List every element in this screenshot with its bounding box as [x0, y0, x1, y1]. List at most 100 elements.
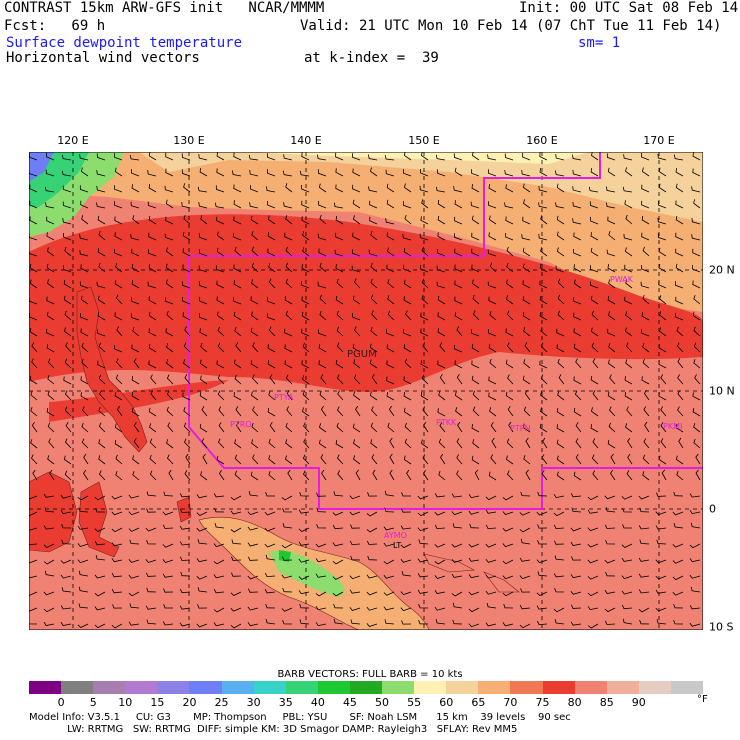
- wind-barb: [247, 575, 259, 580]
- wind-barb: [78, 570, 89, 577]
- wind-barb: [540, 407, 548, 417]
- wind-barbs: [26, 151, 701, 629]
- wind-barb: [147, 170, 157, 177]
- wind-barb: [370, 262, 378, 273]
- wind-barb: [336, 310, 344, 321]
- wind-barb: [318, 329, 327, 337]
- wind-barb: [146, 491, 157, 497]
- wind-barb: [302, 390, 310, 401]
- wind-barb: [488, 184, 497, 193]
- wind-barb: [281, 574, 293, 579]
- wind-barb: [182, 231, 191, 241]
- wind-barb: [233, 184, 242, 193]
- wind-barb: [642, 294, 650, 305]
- init-time: Init: 00 UTC Sat 08 Feb 14: [519, 0, 739, 16]
- wind-barb: [384, 490, 395, 497]
- wind-barb: [471, 424, 480, 433]
- wind-barb: [319, 214, 327, 225]
- lon-label-130e: 130 E: [173, 134, 205, 147]
- wind-barb: [78, 586, 89, 593]
- wind-barb: [182, 297, 191, 305]
- wind-barb: [32, 469, 38, 481]
- wind-barb: [148, 343, 157, 353]
- wind-barb: [554, 555, 565, 561]
- wind-barb: [506, 246, 514, 257]
- wind-barb: [250, 215, 259, 225]
- wind-barb: [233, 280, 242, 289]
- model-title: CONTRAST 15km ARW-GFS init NCAR/MMMM: [4, 0, 325, 16]
- wind-barb: [690, 522, 701, 529]
- wind-barb: [485, 509, 497, 514]
- wind-barb: [370, 167, 378, 177]
- wind-barb: [367, 555, 378, 561]
- wind-barb: [692, 392, 701, 401]
- wind-barb: [587, 543, 599, 548]
- wind-barb: [556, 247, 565, 257]
- wind-barb: [641, 184, 650, 193]
- wind-barb: [148, 311, 157, 321]
- wind-barb: [213, 559, 225, 565]
- wind-barb: [388, 405, 395, 417]
- wind-barb: [435, 154, 446, 161]
- wind-barb: [320, 405, 327, 417]
- wind-barb: [216, 360, 225, 369]
- wind-barb: [335, 232, 344, 241]
- wind-barb: [504, 202, 514, 209]
- color-swatch: [29, 681, 62, 694]
- color-tick-label: 20: [182, 696, 197, 709]
- wind-barb: [607, 328, 616, 337]
- wind-barb: [468, 607, 480, 613]
- wind-barb: [689, 493, 701, 498]
- wind-barb: [505, 328, 514, 337]
- wind-barb: [114, 185, 123, 193]
- wind-barb: [406, 469, 412, 481]
- wind-barb: [487, 281, 497, 289]
- wind-barb: [131, 407, 140, 417]
- wind-barb: [691, 234, 701, 241]
- wind-barb: [540, 215, 548, 225]
- wind-barb: [354, 326, 361, 337]
- wind-barb: [316, 492, 327, 497]
- wind-barb: [352, 423, 361, 433]
- wind-barb: [592, 438, 599, 449]
- wind-barb: [96, 170, 106, 177]
- wind-barb: [573, 249, 582, 257]
- wind-barb: [520, 538, 531, 545]
- wind-barb: [166, 406, 174, 417]
- wind-barb: [522, 280, 531, 289]
- wind-barb: [318, 343, 327, 353]
- wind-barb: [575, 421, 582, 433]
- wind-barb: [31, 342, 38, 353]
- wind-barb: [642, 246, 650, 257]
- wind-barb: [114, 201, 123, 209]
- wind-barb: [115, 294, 123, 305]
- band-75-80-west: [49, 380, 229, 422]
- wind-barb: [418, 619, 429, 625]
- wind-barb: [83, 453, 89, 465]
- wind-barb: [420, 360, 429, 369]
- wind-barb: [130, 201, 140, 209]
- wind-barb: [693, 199, 701, 209]
- wind-barb: [522, 152, 531, 161]
- wind-barb: [572, 201, 582, 209]
- wind-barb: [166, 390, 174, 401]
- wind-barb: [572, 154, 582, 161]
- wind-barb: [114, 216, 123, 225]
- wind-barb: [656, 492, 667, 497]
- wind-barb: [147, 281, 157, 289]
- wind-barb: [265, 618, 276, 625]
- wind-barb: [454, 200, 463, 209]
- wind-barb: [366, 606, 378, 611]
- wind-barb: [556, 231, 565, 241]
- wind-barb: [179, 525, 191, 530]
- wind-barb: [519, 575, 531, 580]
- model-info-line2: LW: RRTMG SW: RRTMG DIFF: simple KM: 3D …: [29, 724, 518, 735]
- wind-barb: [114, 232, 123, 241]
- wind-barb: [317, 154, 327, 161]
- wind-barb: [557, 278, 565, 289]
- wind-barb: [332, 575, 344, 580]
- wind-barb: [538, 234, 548, 241]
- wind-barb: [130, 313, 140, 321]
- wind-barb: [47, 422, 55, 433]
- wind-barb: [336, 278, 344, 289]
